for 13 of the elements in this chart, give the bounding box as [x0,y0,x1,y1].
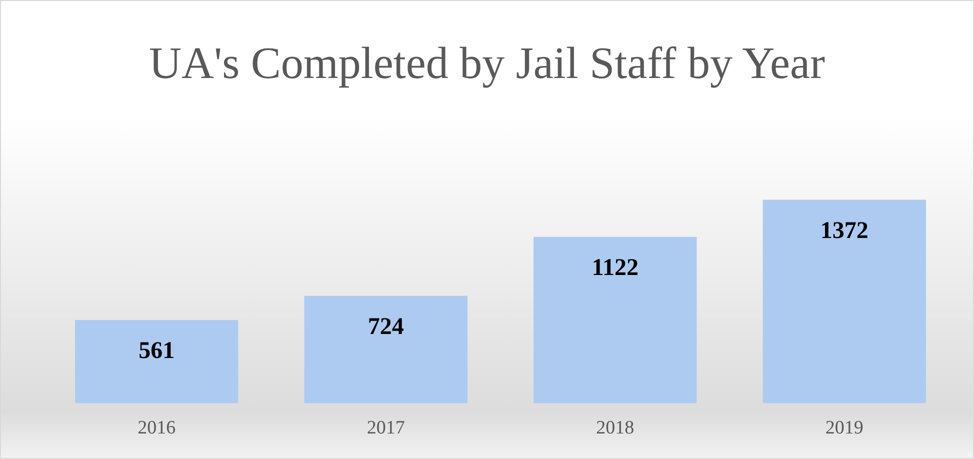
x-tick-label: 2019 [825,418,864,439]
data-label: 561 [138,338,175,364]
bar [304,296,468,404]
x-tick-label: 2016 [138,418,176,439]
bar [762,200,926,404]
chart-title: UA's Completed by Jail Staff by Year [148,38,826,88]
data-label: 724 [368,314,404,340]
x-tick-label: 2018 [596,418,634,439]
data-label: 1122 [592,255,638,282]
bar [75,320,238,404]
bar [534,236,697,404]
x-tick-label: 2017 [366,418,405,439]
data-label: 1372 [820,218,868,244]
